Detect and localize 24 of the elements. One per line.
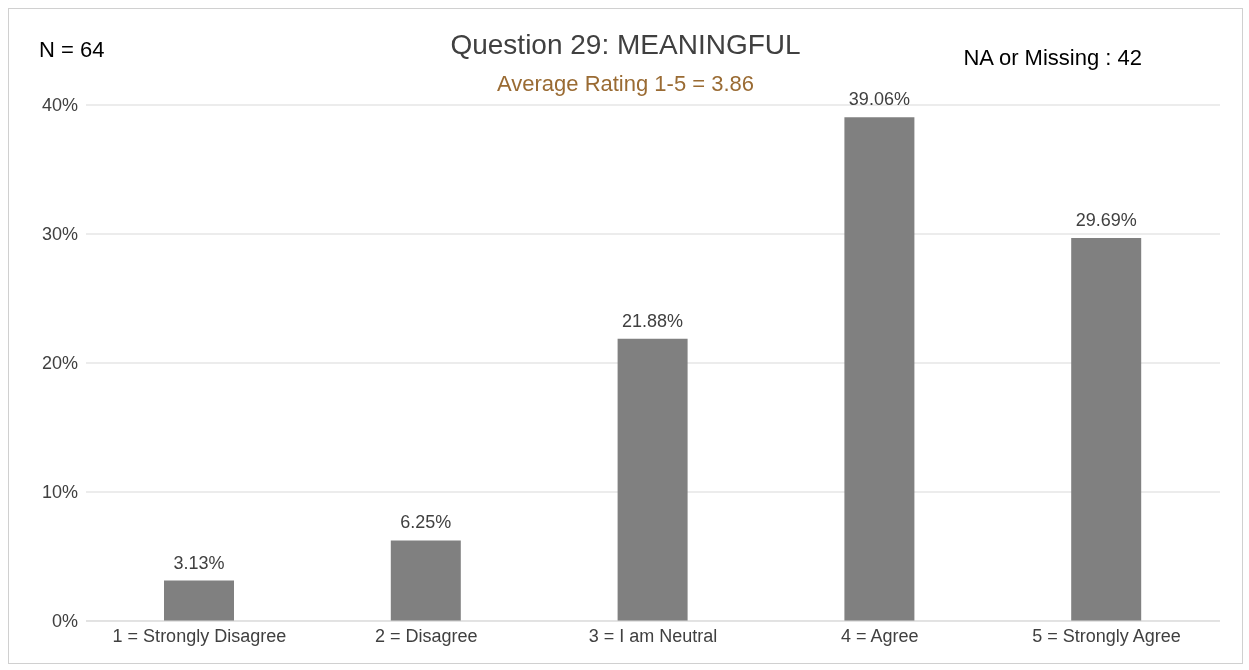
x-tick-label: 5 = Strongly Agree [1032, 625, 1181, 646]
x-tick-label: 1 = Strongly Disagree [112, 625, 287, 646]
text: NA or Missing : 42 [963, 45, 1142, 71]
data-label: 21.88% [622, 310, 684, 331]
x-tick-label: 4 = Agree [841, 625, 919, 646]
x-tick-label: 2 = Disagree [374, 625, 478, 646]
bar [164, 580, 234, 621]
chart-subtitle: Average Rating 1-5 = 3.86 [496, 71, 755, 96]
bar [390, 540, 461, 621]
data-label: 29.69% [1075, 210, 1137, 230]
chart-title: Question 29: MEANINGFUL [450, 29, 801, 60]
data-label: 39.06% [848, 89, 910, 110]
y-tick-label: 30% [41, 224, 78, 245]
bar [1071, 238, 1142, 621]
bar [617, 338, 688, 621]
data-label: 3.13% [173, 552, 225, 573]
text: N = 64 [39, 37, 105, 63]
y-tick-label: 40% [41, 95, 78, 116]
y-tick-label: 20% [41, 353, 78, 374]
bar [844, 117, 915, 621]
x-tick-label: 3 = I am Neutral [588, 625, 718, 646]
data-label: 6.25% [400, 512, 452, 533]
y-tick-label: 10% [41, 482, 78, 503]
y-tick-label: 0% [51, 611, 78, 632]
